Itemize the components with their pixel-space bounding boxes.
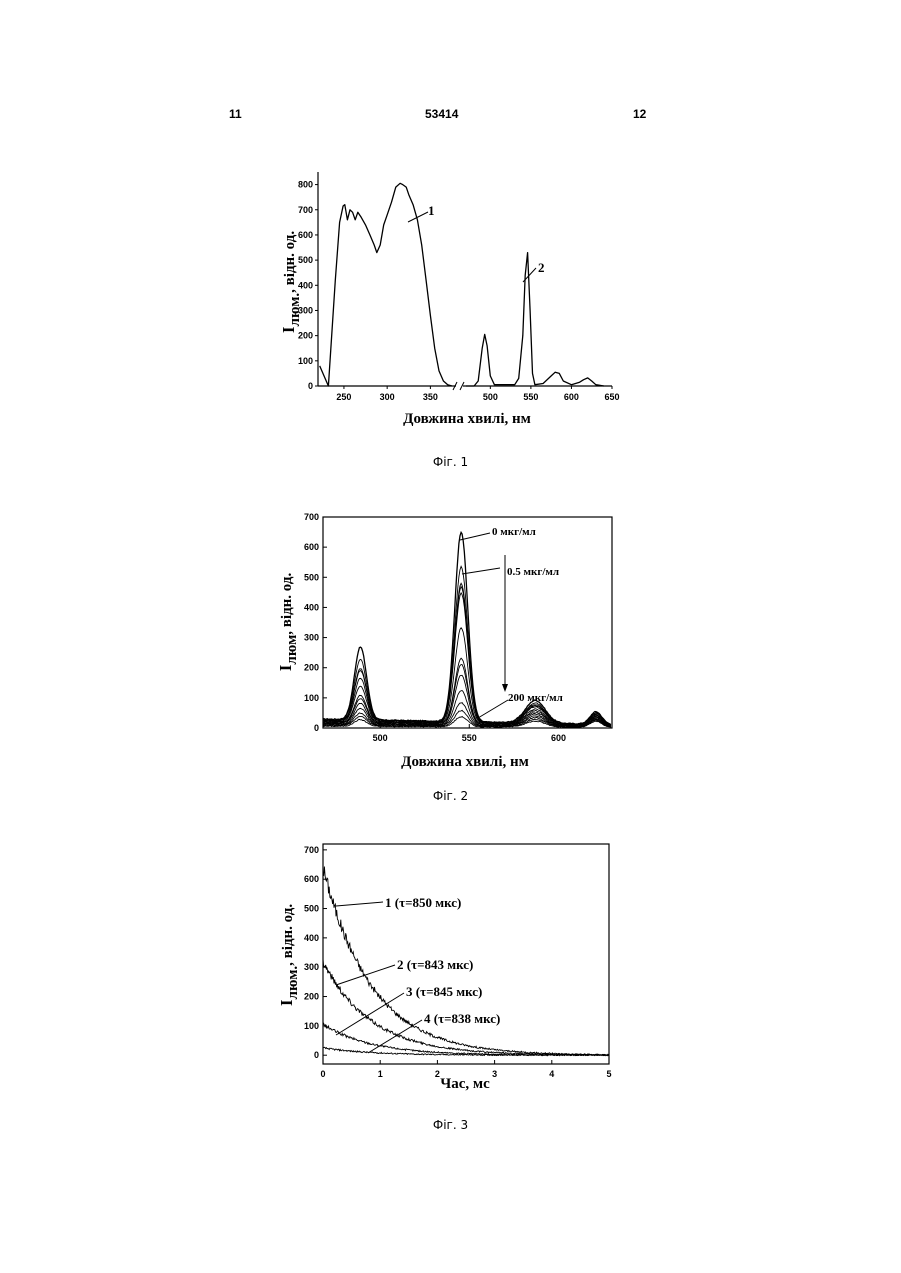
fig2-y-tick-label: 200 (304, 663, 319, 673)
fig1-y-tick-label: 700 (298, 205, 313, 215)
fig3-x-tick-label: 5 (606, 1069, 611, 1079)
fig2-y-tick-label: 700 (304, 512, 319, 522)
figure-2-chart: 0 100 200 300 400 500 600 700 500 550 600 0 мкг/мл… (0, 505, 901, 775)
fig1-y-tick-label: 600 (298, 230, 313, 240)
fig1-y-tick-label: 200 (298, 331, 313, 341)
fig3-frame (323, 844, 609, 1064)
fig3-label-4: 4 (τ=838 мкс) (424, 1011, 500, 1026)
fig2-y-axis-label: Iлюм, відн. од. (276, 573, 300, 672)
fig2-y-tick-label: 600 (304, 542, 319, 552)
fig1-x-tick-label: 250 (336, 392, 351, 402)
fig2-x-tick-label: 600 (551, 733, 566, 743)
fig1-x-tick-label: 350 (423, 392, 438, 402)
figure-1-caption: Фіг. 1 (0, 455, 901, 469)
fig2-x-tick-label: 500 (373, 733, 388, 743)
fig2-y-tick-label: 300 (304, 633, 319, 643)
fig1-label-1: 1 (428, 203, 435, 218)
figure-3-chart: 0 100 200 300 400 500 600 700 0 1 2 3 4 5 1 (τ=850 мк… (0, 835, 901, 1095)
fig1-axis-break (453, 382, 464, 390)
fig1-x-tick-label: 650 (604, 392, 619, 402)
fig1-x-tick-label: 500 (483, 392, 498, 402)
fig1-label-2: 2 (538, 260, 545, 275)
fig3-label-2: 2 (τ=843 мкс) (397, 957, 473, 972)
fig3-label-3: 3 (τ=845 мкс) (406, 984, 482, 999)
fig3-x-tick-label: 2 (435, 1069, 440, 1079)
fig2-x-axis-label: Довжина хвилі, нм (401, 754, 529, 770)
fig1-y-tick-label: 800 (298, 180, 313, 190)
fig3-x-tick-label: 0 (320, 1069, 325, 1079)
fig2-label-200: 200 мкг/мл (508, 692, 563, 704)
page-number-left: 11 (229, 107, 242, 121)
fig3-x-tick-label: 4 (549, 1069, 554, 1079)
fig1-series-2 (466, 253, 604, 386)
fig3-x-axis-label: Час, мс (440, 1076, 490, 1092)
fig2-label-0-5: 0.5 мкг/мл (507, 566, 559, 578)
fig3-y-tick-label: 700 (304, 845, 319, 855)
fig3-y-tick-label: 300 (304, 962, 319, 972)
fig1-y-tick-label: 400 (298, 280, 313, 290)
fig1-y-tick-label: 0 (308, 381, 313, 391)
fig3-y-tick-label: 600 (304, 874, 319, 884)
page-number-right: 12 (633, 107, 646, 121)
fig3-y-tick-label: 100 (304, 1021, 319, 1031)
fig3-y-tick-label: 200 (304, 992, 319, 1002)
fig2-y-tick-label: 0 (314, 723, 319, 733)
fig2-x-tick-label: 550 (462, 733, 477, 743)
fig1-x-axis-label: Довжина хвилі, нм (403, 411, 531, 427)
fig3-y-tick-label: 400 (304, 933, 319, 943)
fig2-label-0: 0 мкг/мл (492, 526, 536, 538)
fig2-y-tick-label: 100 (304, 693, 319, 703)
fig3-decay-2 (323, 959, 609, 1055)
fig1-x-tick-label: 600 (564, 392, 579, 402)
fig3-decay-4 (323, 1047, 609, 1056)
fig3-y-tick-label: 500 (304, 904, 319, 914)
fig3-y-tick-label: 0 (314, 1050, 319, 1060)
fig2-y-tick-label: 400 (304, 602, 319, 612)
figure-2-caption: Фіг. 2 (0, 789, 901, 803)
fig1-x-tick-label: 550 (523, 392, 538, 402)
fig1-y-tick-label: 100 (298, 356, 313, 366)
figure-3-caption: Фіг. 3 (0, 1118, 901, 1132)
fig2-y-tick-label: 500 (304, 572, 319, 582)
fig1-x-tick-label: 300 (380, 392, 395, 402)
figure-1-chart: 0100200300400500600700800250300350500550… (0, 160, 901, 440)
fig3-y-axis-label: Iлюм., відн. од. (277, 904, 301, 1006)
fig3-x-tick-label: 3 (492, 1069, 497, 1079)
fig1-y-tick-label: 500 (298, 255, 313, 265)
document-number: 53414 (425, 107, 458, 121)
fig3-x-tick-label: 1 (378, 1069, 383, 1079)
fig3-label-1: 1 (τ=850 мкс) (385, 895, 461, 910)
